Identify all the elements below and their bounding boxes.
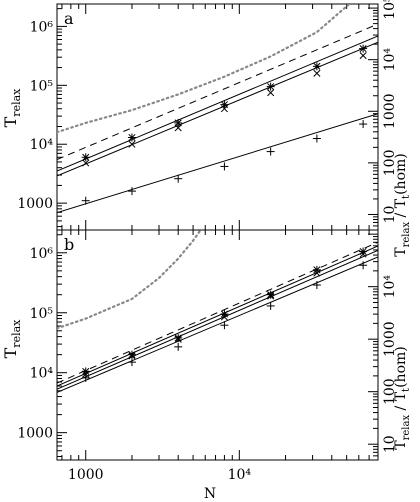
panel-b-point-stroke xyxy=(174,335,182,343)
panel-b-right-ylabel-mid: / T xyxy=(393,391,409,415)
panel-a-point-x-marker xyxy=(267,89,275,97)
panel-b-point-plus-marker xyxy=(266,301,275,310)
panel-a-right-ylabel-sub2: t xyxy=(401,195,412,199)
panel-b-line-dotted-7 xyxy=(57,230,202,330)
panel-a-right-ylabel: Trelax / Tt(hom) xyxy=(393,153,412,257)
panel-a-line-dotted-7 xyxy=(57,4,351,134)
panel-a-ytick-label-right: 10⁵ xyxy=(382,0,398,20)
panel-b-ytick-label-right: 1000 xyxy=(382,321,398,357)
panel-a-point-plus-marker xyxy=(174,174,183,183)
panel-b-point-plus-marker xyxy=(312,281,321,290)
panel-a-point-stroke xyxy=(359,51,367,60)
panel-a-point-x-marker xyxy=(174,124,182,132)
panel-b-ylabel-sub: relax xyxy=(10,319,23,348)
panel-a-point-plus-marker xyxy=(266,147,275,156)
panel-b: 10⁶ 10⁵ 10⁴ 1000 10⁴ 1000 100 10 1000 10⁴ b xyxy=(17,229,398,483)
panel-a-ytick-label-left: 10⁴ xyxy=(30,137,54,153)
panel-b-line-solid-5 xyxy=(57,249,378,390)
panel-a-ylabel-main: T xyxy=(1,116,20,127)
panel-a-point-plus-marker xyxy=(127,187,136,196)
panel-a: 10⁶ 10⁵ 10⁴ 1000 10⁵ 10⁴ 1000 100 10 a xyxy=(17,0,398,231)
panel-b-point-stroke xyxy=(82,367,90,375)
x-axis-label: N xyxy=(204,486,216,502)
panel-b-line-dashed-3 xyxy=(57,241,378,384)
panel-b-ytick-label-left: 1000 xyxy=(17,426,53,442)
panel-a-point-x-marker xyxy=(359,51,367,60)
panel-a-point-plus-marker xyxy=(359,120,368,129)
panel-a-ytick-label-right: 10⁴ xyxy=(382,48,398,72)
panel-a-point-stroke xyxy=(128,133,136,142)
panel-a-line-solid-4 xyxy=(57,35,378,172)
panel-b-point-stroke xyxy=(267,291,275,299)
panel-a-letter: a xyxy=(64,9,74,28)
panel-a-line-dashed-3 xyxy=(57,23,378,160)
panel-a-ytick-label-right: 1000 xyxy=(382,93,398,129)
panel-a-point-star-marker xyxy=(127,133,136,142)
panel-b-ytick-label-right: 100 xyxy=(382,378,398,405)
panel-a-ytick-label-left: 1000 xyxy=(17,196,53,212)
panel-b-xtick-label: 1000 xyxy=(68,467,104,483)
panel-b-point-plus-marker xyxy=(174,342,183,351)
panel-a-point-stroke xyxy=(313,69,321,77)
panel-a-right-ylabel-mid: / T xyxy=(393,198,409,222)
panel-b-line-solid-4 xyxy=(57,245,378,387)
panel-b-line-solid-6 xyxy=(57,256,378,393)
panel-b-ytick-label-right: 10 xyxy=(382,435,398,453)
panel-a-point-plus-marker xyxy=(312,134,321,143)
panel-b-right-ylabel: Trelax / Tt(hom) xyxy=(393,346,412,450)
panel-b-point-plus-marker xyxy=(220,321,229,330)
panel-a-point-stroke xyxy=(174,124,182,132)
panel-b-point-plus-marker xyxy=(359,261,368,270)
panel-a-right-ylabel-main: T xyxy=(393,247,409,257)
panel-b-right-ylabel-main: T xyxy=(393,440,409,450)
panel-b-xtick-label: 10⁴ xyxy=(228,467,252,483)
panel-b-letter: b xyxy=(64,235,74,254)
panel-b-ytick-label-left: 10⁵ xyxy=(30,306,54,322)
panel-a-ytick-label-right: 10 xyxy=(382,206,398,224)
panel-b-ytick-label-right: 10⁴ xyxy=(382,275,398,299)
panel-a-right-ylabel-end: (hom) xyxy=(393,153,409,195)
panel-b-right-ylabel-sub1: relax xyxy=(401,415,412,441)
panel-b-ylabel-main: T xyxy=(1,347,20,358)
panel-a-point-plus-marker xyxy=(220,162,229,171)
panel-a-ytick-label-left: 10⁵ xyxy=(30,78,54,94)
panel-b-series-group xyxy=(57,230,378,393)
panel-a-ytick-label-left: 10⁶ xyxy=(30,19,54,35)
panel-a-line-solid-5 xyxy=(57,41,378,177)
panel-b-ytick-label-left: 10⁴ xyxy=(30,366,54,382)
panel-a-line-solid-6 xyxy=(57,113,378,214)
panel-b-frame xyxy=(56,229,379,461)
panel-a-ylabel-sub: relax xyxy=(10,88,23,117)
panel-a-ytick-label-right: 100 xyxy=(382,150,398,177)
panel-b-ylabel: Trelax xyxy=(1,319,23,359)
panel-a-point-stroke xyxy=(220,105,228,113)
panel-a-right-ylabel-sub1: relax xyxy=(401,222,412,248)
panel-a-point-x-marker xyxy=(313,69,321,77)
panel-b-point-star-marker xyxy=(266,290,275,299)
panel-b-point-stroke xyxy=(313,266,321,274)
panel-b-right-ylabel-end: (hom) xyxy=(393,346,409,388)
panel-b-ytick-label-left: 10⁶ xyxy=(30,246,54,262)
panel-a-series-group xyxy=(57,4,378,214)
panel-a-point-stroke xyxy=(267,89,275,97)
panel-b-right-ylabel-sub2: t xyxy=(401,388,412,392)
panel-a-ylabel: Trelax xyxy=(1,88,23,128)
